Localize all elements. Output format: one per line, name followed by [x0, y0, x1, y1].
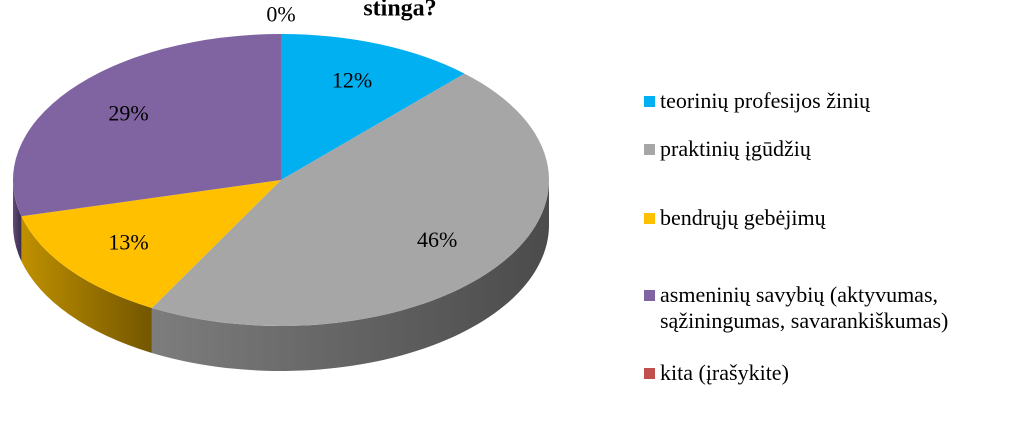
slice: [281, 34, 465, 180]
slice-side: [13, 180, 22, 262]
slice: [12, 34, 281, 217]
legend-swatch: [644, 96, 655, 107]
legend-swatch: [644, 290, 655, 301]
legend-item: kita (įrašykite): [640, 360, 1020, 386]
legend-swatch: [644, 144, 655, 155]
legend-label: teorinių profesijos žinių: [660, 88, 871, 113]
data-label: 46%: [417, 227, 457, 252]
legend-item: teorinių profesijos žinių: [640, 88, 1020, 114]
legend-swatch: [644, 368, 655, 379]
legend-item: praktinių įgūdžių: [640, 136, 1020, 162]
slice: [21, 180, 282, 308]
legend-label: bendrųjų gebėjimų: [660, 205, 826, 230]
data-label: 29%: [108, 101, 148, 126]
pie-tops: [12, 34, 549, 326]
data-label: 0%: [266, 2, 295, 27]
chart-title: stinga?: [363, 0, 436, 22]
legend-label: asmeninių savybių (aktyvumas, sąžiningum…: [660, 282, 949, 333]
slice-side: [21, 216, 152, 353]
legend-label: kita (įrašykite): [660, 360, 789, 385]
legend-item: bendrųjų gebėjimų: [640, 205, 1020, 231]
slice: [151, 73, 549, 326]
legend-swatch: [644, 213, 655, 224]
slice-side: [151, 180, 549, 371]
data-label: 12%: [332, 67, 372, 92]
pie-sides: [13, 180, 549, 371]
data-label: 13%: [108, 229, 148, 254]
legend-label: praktinių įgūdžių: [660, 136, 811, 161]
legend-item: asmeninių savybių (aktyvumas, sąžiningum…: [640, 282, 1020, 334]
